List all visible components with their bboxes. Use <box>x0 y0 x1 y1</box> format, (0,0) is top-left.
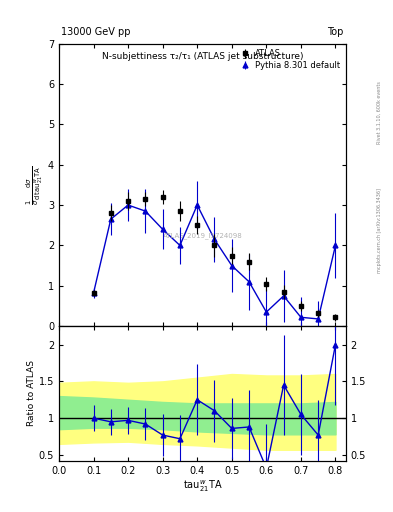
Text: mcplots.cern.ch [arXiv:1306.3436]: mcplots.cern.ch [arXiv:1306.3436] <box>377 188 382 273</box>
Text: ATLAS_2019_I1724098: ATLAS_2019_I1724098 <box>163 232 242 239</box>
X-axis label: tau$_{21}^{w}$TA: tau$_{21}^{w}$TA <box>183 478 222 494</box>
Text: Rivet 3.1.10, 600k events: Rivet 3.1.10, 600k events <box>377 81 382 144</box>
Y-axis label: $\frac{1}{\sigma}\frac{\mathrm{d}\sigma}{\mathrm{d}\,\mathrm{tau}_{21}^{w}\mathr: $\frac{1}{\sigma}\frac{\mathrm{d}\sigma}… <box>24 165 45 205</box>
Legend: ATLAS, Pythia 8.301 default: ATLAS, Pythia 8.301 default <box>237 48 342 72</box>
Text: N-subjettiness τ₂/τ₁ (ATLAS jet substructure): N-subjettiness τ₂/τ₁ (ATLAS jet substruc… <box>102 52 303 61</box>
Text: 13000 GeV pp: 13000 GeV pp <box>61 27 130 37</box>
Text: Top: Top <box>327 27 344 37</box>
Y-axis label: Ratio to ATLAS: Ratio to ATLAS <box>27 360 36 426</box>
